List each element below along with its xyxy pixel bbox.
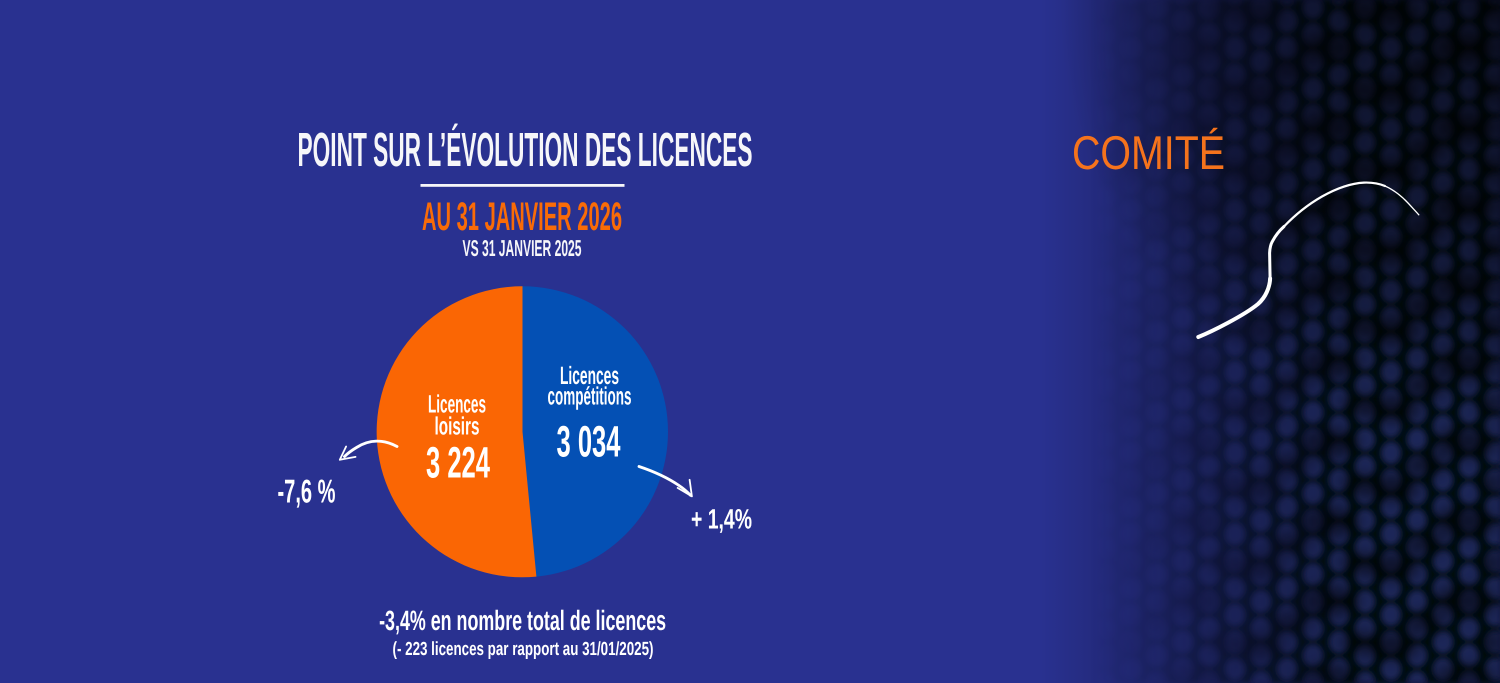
svg-text:COMITÉ: COMITÉ xyxy=(1072,127,1225,180)
svg-text:-7,6 %: -7,6 % xyxy=(278,473,336,510)
svg-text:VS 31 JANVIER 2025: VS 31 JANVIER 2025 xyxy=(463,235,582,261)
svg-text:3 224: 3 224 xyxy=(426,439,490,488)
svg-text:(- 223 licences par rapport au: (- 223 licences par rapport au 31/01/202… xyxy=(393,639,654,660)
svg-text:3 034: 3 034 xyxy=(557,418,621,467)
svg-text:Licences: Licences xyxy=(428,391,486,419)
svg-text:loisirs: loisirs xyxy=(435,413,480,441)
svg-text:POINT SUR L’ÉVOLUTION DES LICE: POINT SUR L’ÉVOLUTION DES LICENCES xyxy=(298,123,753,177)
svg-text:-3,4% en nombre total de licen: -3,4% en nombre total de licences xyxy=(379,605,666,636)
svg-text:Licences: Licences xyxy=(560,362,619,390)
svg-text:+ 1,4%: + 1,4% xyxy=(691,504,752,535)
svg-text:AU 31 JANVIER 2026: AU 31 JANVIER 2026 xyxy=(422,195,622,239)
svg-text:compétitions: compétitions xyxy=(548,383,632,411)
